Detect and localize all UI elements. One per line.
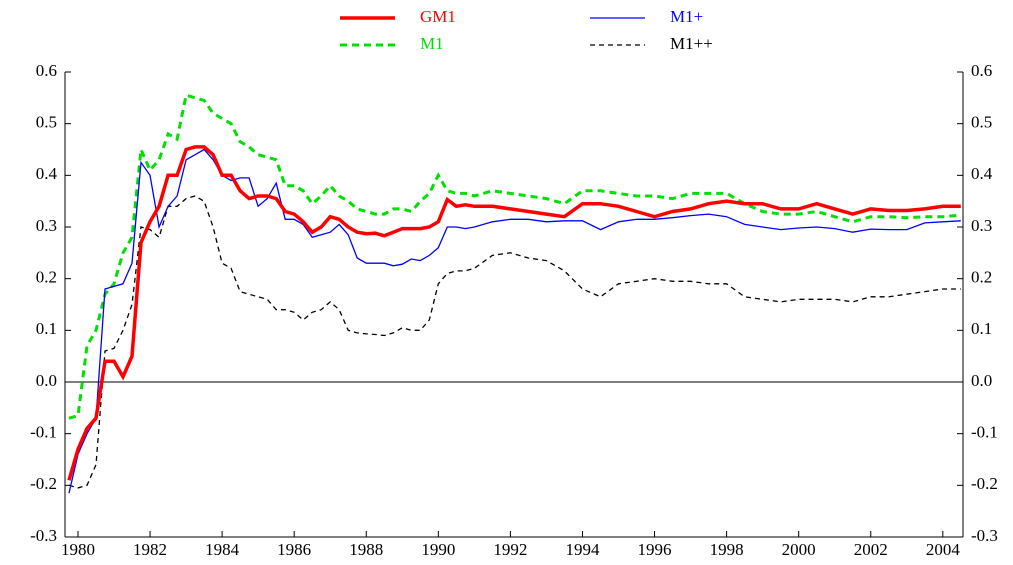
y-tick-label: -0.1 — [30, 423, 57, 442]
y-tick-label: 0.0 — [36, 371, 57, 390]
x-tick-label: 2002 — [854, 540, 888, 559]
x-tick-label: 1982 — [133, 540, 167, 559]
x-tick-label: 1996 — [638, 540, 672, 559]
legend-label: M1++ — [670, 34, 713, 53]
y2-tick-label: 0.4 — [971, 164, 993, 183]
x-tick-label: 1986 — [277, 540, 311, 559]
y-tick-label: 0.1 — [36, 319, 57, 338]
x-tick-label: 1992 — [493, 540, 527, 559]
y-tick-label: -0.2 — [30, 474, 57, 493]
x-tick-label: 2004 — [926, 540, 961, 559]
y2-tick-label: 0.5 — [971, 113, 992, 132]
y-tick-label: 0.3 — [36, 216, 57, 235]
x-tick-label: 1994 — [565, 540, 600, 559]
y-tick-label: 0.2 — [36, 268, 57, 287]
series-line — [68, 195, 961, 489]
y-tick-label: 0.4 — [36, 164, 58, 183]
legend-label: M1+ — [670, 7, 703, 26]
y2-tick-label: 0.3 — [971, 216, 992, 235]
legend-label: GM1 — [420, 7, 456, 26]
y2-tick-label: 0.6 — [971, 61, 992, 80]
x-tick-label: 2000 — [782, 540, 816, 559]
y-tick-label: -0.3 — [30, 526, 57, 545]
y-tick-label: 0.5 — [36, 113, 57, 132]
legend-label: M1 — [420, 34, 444, 53]
series-line — [68, 148, 961, 494]
y2-tick-label: 0.2 — [971, 268, 992, 287]
series-line — [67, 145, 961, 481]
series-line — [68, 93, 961, 420]
y2-tick-label: 0.0 — [971, 371, 992, 390]
y2-tick-label: -0.1 — [971, 423, 998, 442]
y2-tick-label: -0.2 — [971, 474, 998, 493]
x-tick-label: 1998 — [710, 540, 744, 559]
x-tick-label: 1990 — [421, 540, 455, 559]
x-tick-label: 1980 — [61, 540, 95, 559]
y-tick-label: 0.6 — [36, 61, 57, 80]
y2-tick-label: -0.3 — [971, 526, 998, 545]
x-tick-label: 1984 — [205, 540, 240, 559]
y2-tick-label: 0.1 — [971, 319, 992, 338]
x-tick-label: 1988 — [349, 540, 383, 559]
